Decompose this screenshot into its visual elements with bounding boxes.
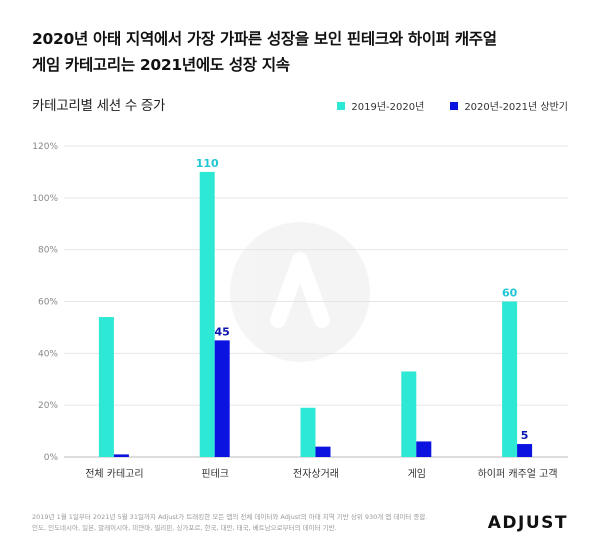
footnote: 2019년 1월 1일부터 2021년 5월 31일까지 Adjust가 트래킹…: [32, 512, 462, 534]
title-line-2: 게임 카테고리는 2021년에도 성장 지속: [32, 56, 290, 74]
adjust-logo: ADJUST: [488, 513, 568, 533]
data-label: 110: [196, 157, 219, 170]
bar-chart: 0% 20% 40% 60% 80% 100% 120% 전체 카테고리 110 45 핀테크 전자상…: [32, 142, 568, 480]
legend-swatch-series-1: [337, 101, 346, 110]
data-label: 5: [521, 429, 529, 442]
bar-series-1: [502, 301, 518, 457]
legend: 2019년-2020년 2020년-2021년 상반기: [337, 98, 568, 113]
title-line-1: 2020년 아태 지역에서 가장 가파른 성장을 보인 핀테크와 하이퍼 캐주얼: [32, 30, 497, 48]
y-tick-label: 40%: [38, 349, 58, 359]
x-tick-label: 핀테크: [201, 468, 229, 480]
bar-series-1: [300, 407, 316, 457]
adjust-logo-text: ADJUST: [487, 513, 568, 533]
bar-series-2: [517, 444, 533, 457]
legend-label-series-1: 2019년-2020년: [351, 102, 425, 113]
bar-series-2: [416, 441, 432, 457]
y-tick-label: 80%: [38, 246, 58, 256]
legend-item-series-1: 2019년-2020년: [337, 98, 424, 113]
bar-series-1: [98, 317, 114, 457]
data-label: 45: [215, 325, 230, 338]
chart-title-block: 2020년 아태 지역에서 가장 가파른 성장을 보인 핀테크와 하이퍼 캐주얼…: [32, 26, 572, 78]
footnote-line-2: 인도, 인도네시아, 일본, 말레이시아, 미얀마, 필리핀, 싱가포르, 한국…: [32, 524, 337, 532]
x-tick-label: 전자상거래: [293, 468, 339, 480]
footnote-line-1: 2019년 1월 1일부터 2021년 5월 31일까지 Adjust가 트래킹…: [32, 513, 428, 521]
legend-item-series-2: 2020년-2021년 상반기: [450, 98, 568, 113]
data-label: 60: [502, 287, 518, 300]
legend-label-series-2: 2020년-2021년 상반기: [464, 102, 568, 113]
legend-swatch-series-2: [450, 101, 459, 110]
bar-series-1: [199, 171, 215, 457]
adjust-watermark-icon: [230, 222, 370, 362]
bar-series-2: [214, 340, 230, 457]
bar-series-2: [315, 446, 331, 457]
y-tick-label: 120%: [32, 142, 58, 152]
x-tick-label: 전체 카테고리: [85, 468, 143, 480]
y-tick-label: 100%: [32, 194, 58, 204]
y-tick-label: 60%: [38, 298, 58, 308]
y-tick-label: 0%: [44, 453, 59, 463]
y-tick-label: 20%: [38, 401, 58, 411]
chart-subtitle: 카테고리별 세션 수 증가: [32, 98, 166, 114]
bar-series-2: [113, 454, 129, 457]
bar-series-1: [401, 371, 417, 457]
x-tick-label: 게임: [408, 467, 426, 480]
x-tick-label: 하이퍼 캐주얼 고객: [478, 467, 558, 480]
